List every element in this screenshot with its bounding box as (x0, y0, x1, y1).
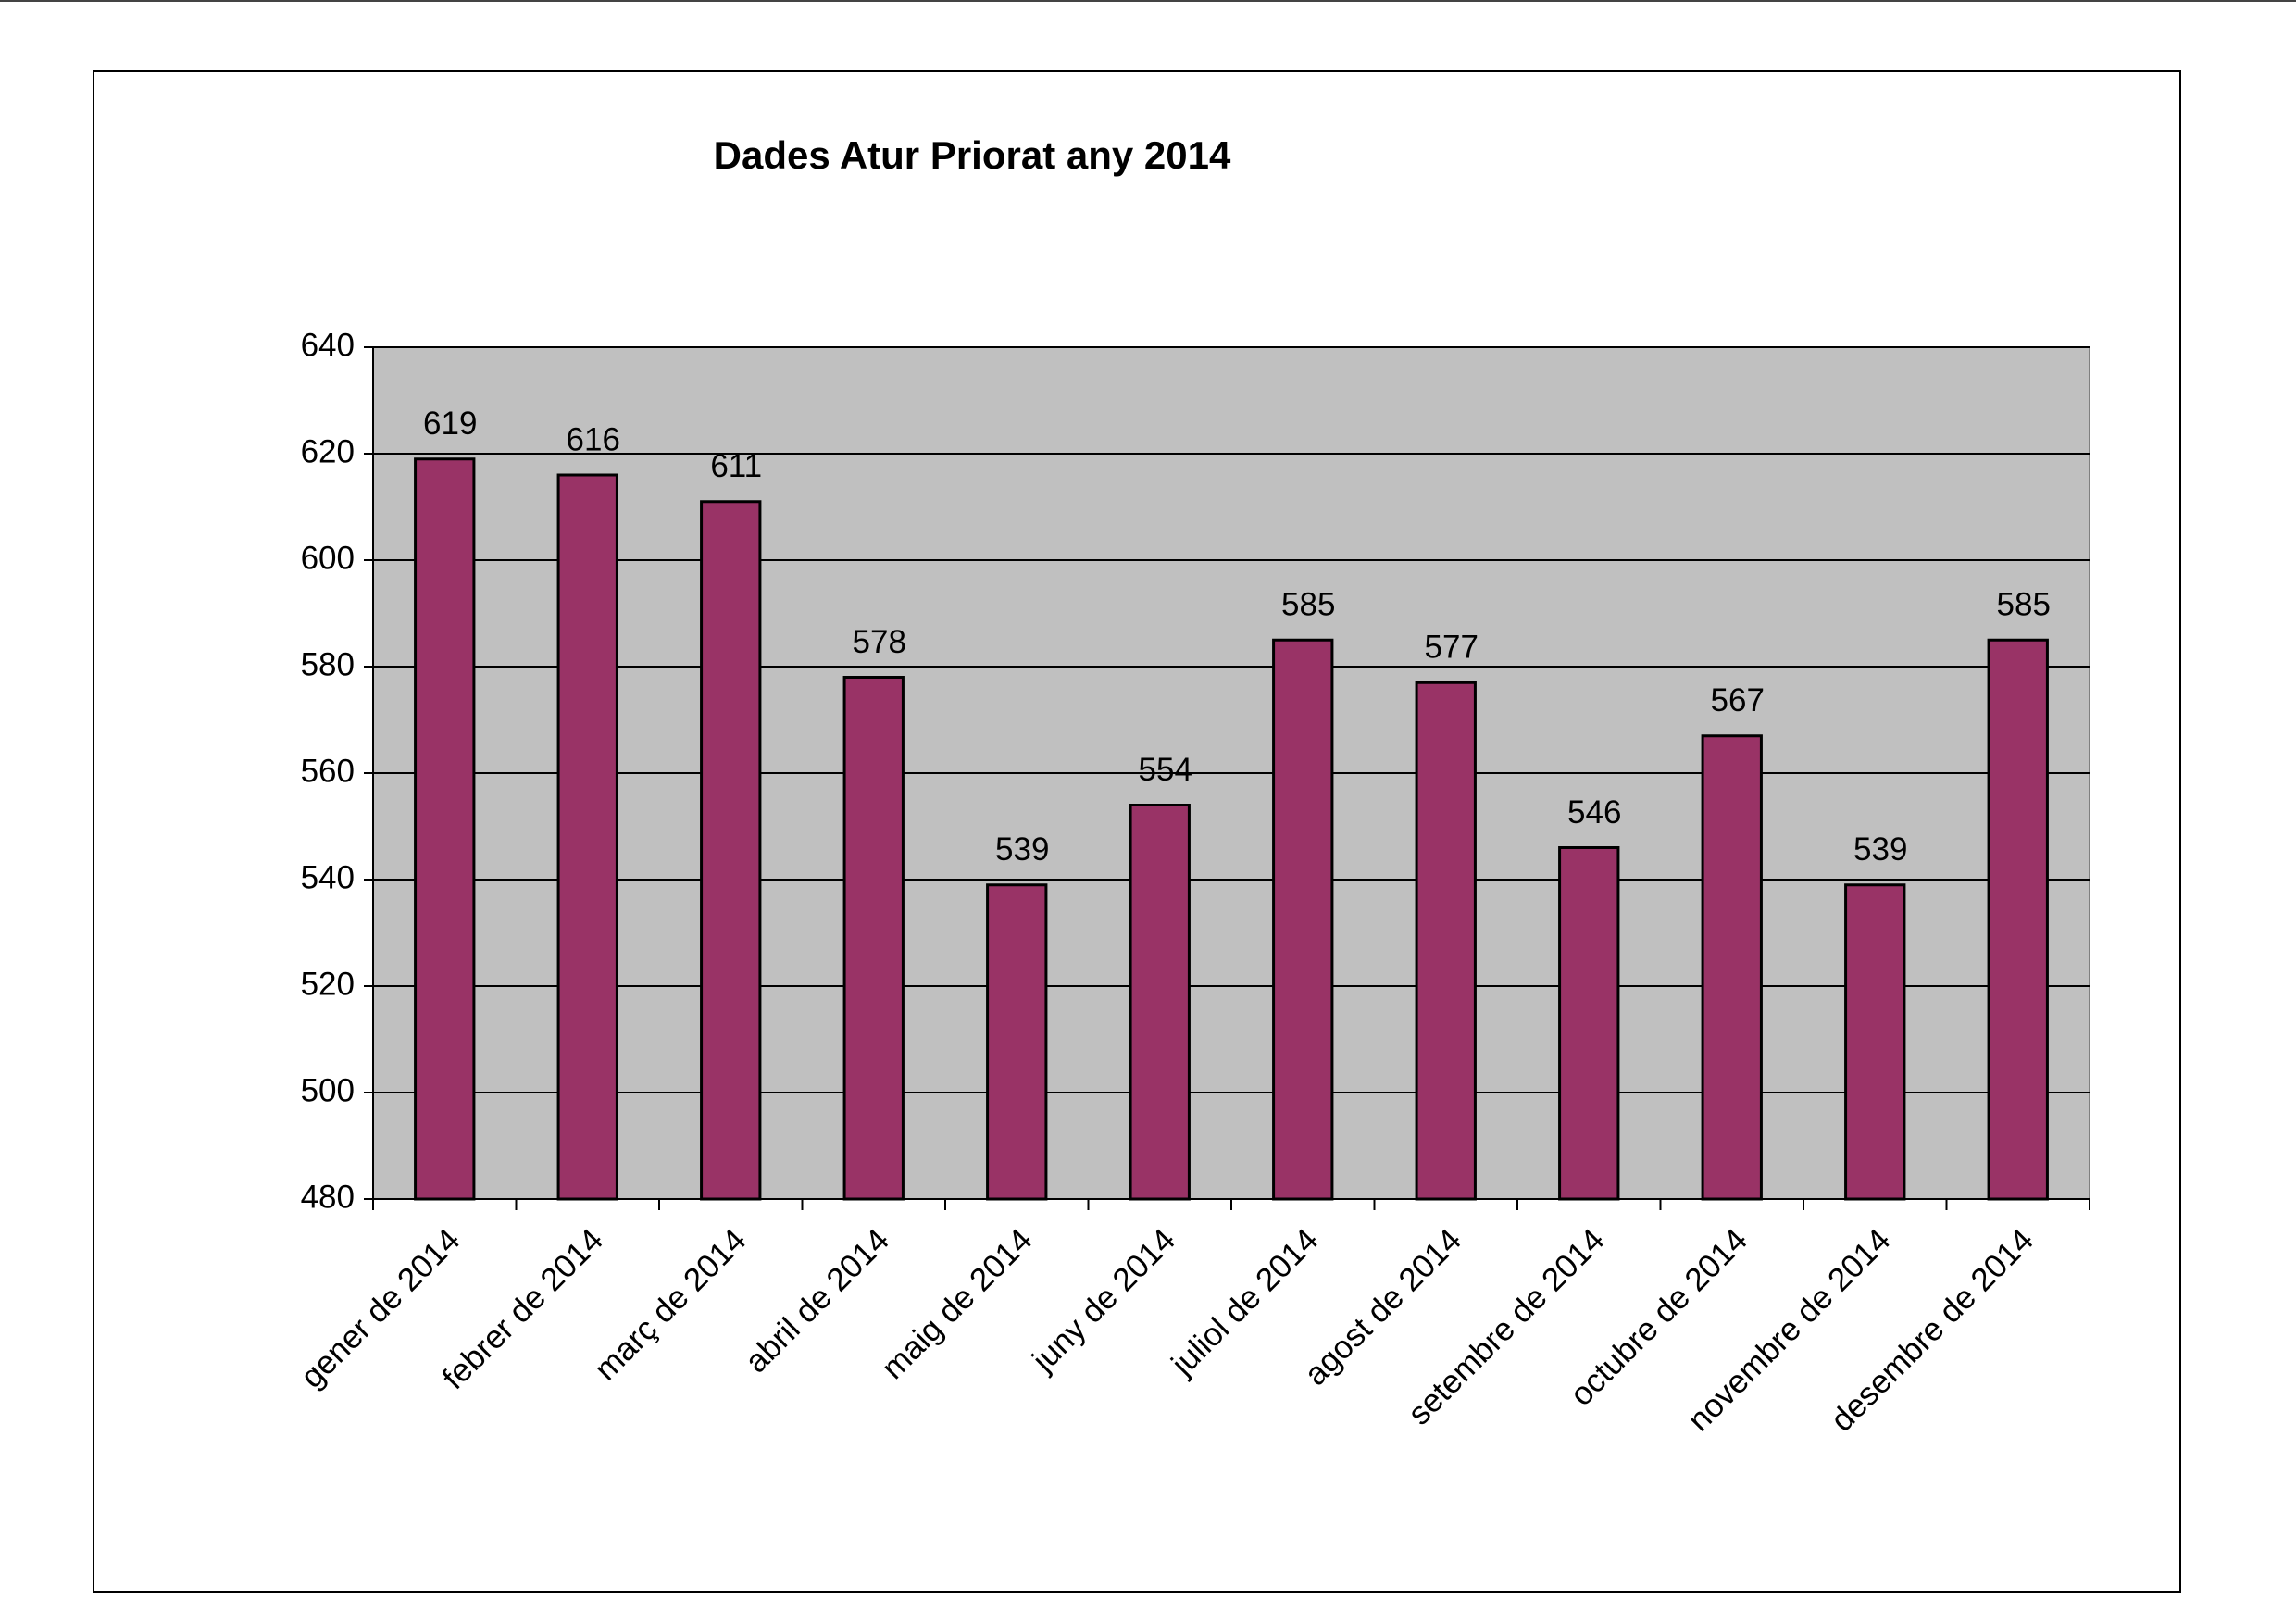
data-label: 539 (995, 831, 1049, 868)
y-tick-label: 540 (301, 859, 355, 895)
bar (700, 500, 762, 1201)
y-tick-label: 520 (301, 966, 355, 1002)
bar (1844, 883, 1906, 1201)
bar (1129, 804, 1191, 1201)
y-tick-label: 480 (301, 1179, 355, 1215)
data-label: 539 (1853, 831, 1907, 868)
bar (1272, 638, 1334, 1201)
chart-title: Dades Atur Priorat any 2014 (714, 133, 1231, 177)
data-label: 554 (1139, 752, 1192, 788)
data-label: 567 (1711, 682, 1765, 718)
y-tick-label: 620 (301, 433, 355, 469)
y-tick-label: 580 (301, 646, 355, 682)
data-label: 611 (710, 448, 762, 484)
y-tick-label: 500 (301, 1072, 355, 1108)
y-tick-label: 560 (301, 753, 355, 789)
y-tick-label: 640 (301, 327, 355, 363)
bar (1415, 681, 1477, 1201)
bar (1987, 638, 2049, 1201)
bar (842, 676, 905, 1201)
data-label: 619 (423, 406, 477, 442)
bar (556, 473, 618, 1201)
data-label: 578 (853, 624, 906, 660)
data-label: 585 (1997, 587, 2051, 623)
bar (1558, 846, 1620, 1201)
bar (414, 457, 476, 1201)
bar (986, 883, 1048, 1201)
bar (1701, 734, 1763, 1201)
data-label: 585 (1281, 587, 1335, 623)
data-label: 577 (1425, 630, 1479, 666)
y-tick-label: 600 (301, 540, 355, 576)
data-label: 616 (567, 421, 620, 457)
data-label: 546 (1567, 794, 1621, 831)
